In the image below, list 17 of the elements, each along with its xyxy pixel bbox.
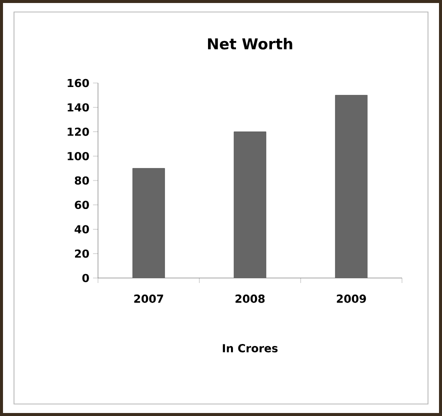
y-tick-label: 0 bbox=[82, 274, 89, 282]
bar bbox=[335, 94, 368, 278]
x-tick-label: 2007 bbox=[134, 294, 164, 303]
bar bbox=[234, 132, 266, 278]
y-tick-label: 20 bbox=[75, 249, 89, 258]
y-tick-label: 160 bbox=[68, 78, 89, 88]
y-tick-label: 80 bbox=[74, 176, 89, 185]
x-tick-label: 2008 bbox=[236, 294, 265, 303]
y-tick-label: 120 bbox=[68, 128, 89, 136]
y-tick-label: 60 bbox=[74, 200, 89, 210]
y-tick-label: 40 bbox=[74, 225, 89, 234]
chart-title: Net Worth bbox=[208, 38, 292, 50]
x-tick-label: 2009 bbox=[336, 294, 366, 303]
y-tick-label: 140 bbox=[68, 103, 89, 112]
y-tick-label: 100 bbox=[68, 152, 89, 160]
x-axis-title: In Crores bbox=[222, 344, 278, 352]
bar bbox=[132, 168, 165, 278]
